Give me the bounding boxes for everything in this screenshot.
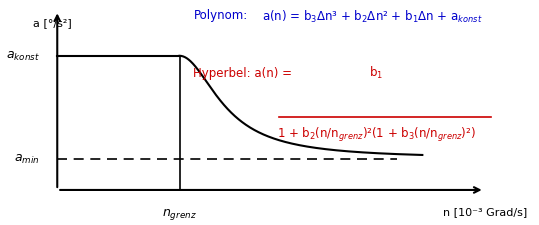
Text: Polynom:: Polynom: (194, 9, 247, 22)
Text: n [10⁻³ Grad/s]: n [10⁻³ Grad/s] (443, 206, 527, 216)
Text: $n_{grenz}$: $n_{grenz}$ (162, 206, 197, 221)
Text: Hyperbel: a(n) =: Hyperbel: a(n) = (194, 66, 292, 79)
Text: 1 + b$_2$(n/n$_{grenz}$)²(1 + b$_3$(n/n$_{grenz}$)²): 1 + b$_2$(n/n$_{grenz}$)²(1 + b$_3$(n/n$… (277, 126, 475, 143)
Text: a(n) = b$_3$Δn³ + b$_2$Δn² + b$_1$Δn + a$_{konst}$: a(n) = b$_3$Δn³ + b$_2$Δn² + b$_1$Δn + a… (261, 9, 482, 25)
Text: a [°/s²]: a [°/s²] (33, 18, 72, 28)
Text: b$_1$: b$_1$ (369, 64, 383, 80)
Text: $a_{min}$: $a_{min}$ (14, 152, 40, 165)
Text: $a_{konst}$: $a_{konst}$ (6, 50, 40, 63)
